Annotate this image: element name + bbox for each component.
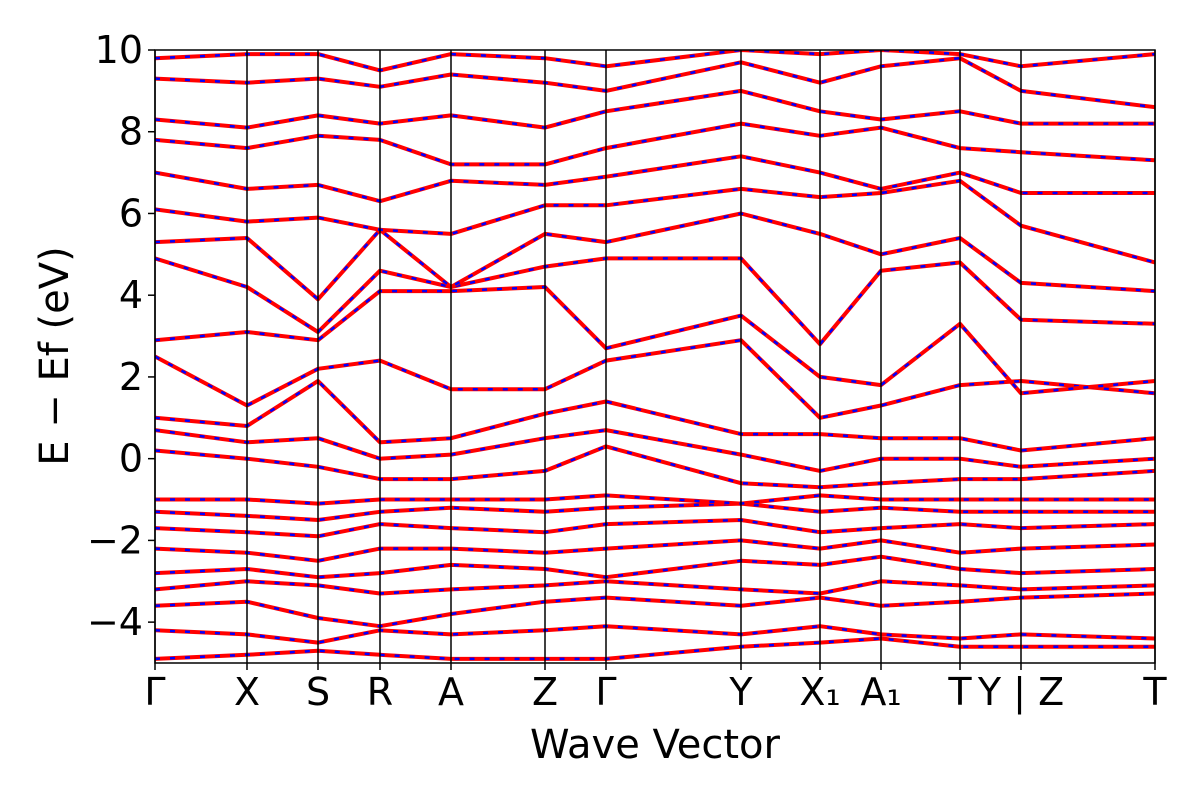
x-tick-label: Γ — [144, 670, 165, 714]
x-tick-label: Z — [532, 670, 558, 714]
band-line — [155, 154, 1155, 204]
band-line — [155, 56, 1155, 110]
y-tick-label: −2 — [87, 518, 143, 562]
x-tick-label: S — [306, 670, 330, 714]
x-tick-label: T — [947, 670, 972, 714]
band-line — [155, 88, 1155, 130]
y-tick-label: 6 — [119, 191, 143, 235]
band-dash — [155, 179, 1155, 264]
y-tick-label: 10 — [95, 28, 143, 72]
x-tick-label: X — [234, 670, 260, 714]
band-line — [155, 338, 1155, 420]
band-line — [155, 444, 1155, 490]
band-dash — [155, 592, 1155, 628]
band-dash — [155, 155, 1155, 203]
band-line — [155, 178, 1155, 265]
x-tick-label: A — [438, 670, 464, 714]
x-tick-label: Y — [728, 670, 753, 714]
x-axis-label: Wave Vector — [530, 722, 781, 768]
band-layer — [155, 50, 1155, 661]
y-tick-label: −4 — [87, 600, 143, 644]
y-tick-label: 2 — [119, 355, 143, 399]
y-tick-label: 8 — [119, 110, 143, 154]
x-tick-label: R — [367, 670, 393, 714]
y-axis-label: E − Ef (eV) — [32, 246, 78, 465]
band-line — [155, 518, 1155, 539]
band-line — [155, 538, 1155, 563]
x-tick-label: A₁ — [860, 670, 901, 714]
x-tick-label: X₁ — [799, 670, 840, 714]
x-tick-label: Γ — [595, 670, 616, 714]
y-tick-label: 0 — [119, 437, 143, 481]
band-line — [155, 579, 1155, 596]
x-tick-label: Y | Z — [977, 670, 1064, 715]
y-tick-label: 4 — [119, 273, 143, 317]
x-tick-label: T — [1142, 670, 1167, 714]
band-dash — [155, 122, 1155, 166]
band-line — [155, 501, 1155, 522]
band-line — [155, 121, 1155, 167]
